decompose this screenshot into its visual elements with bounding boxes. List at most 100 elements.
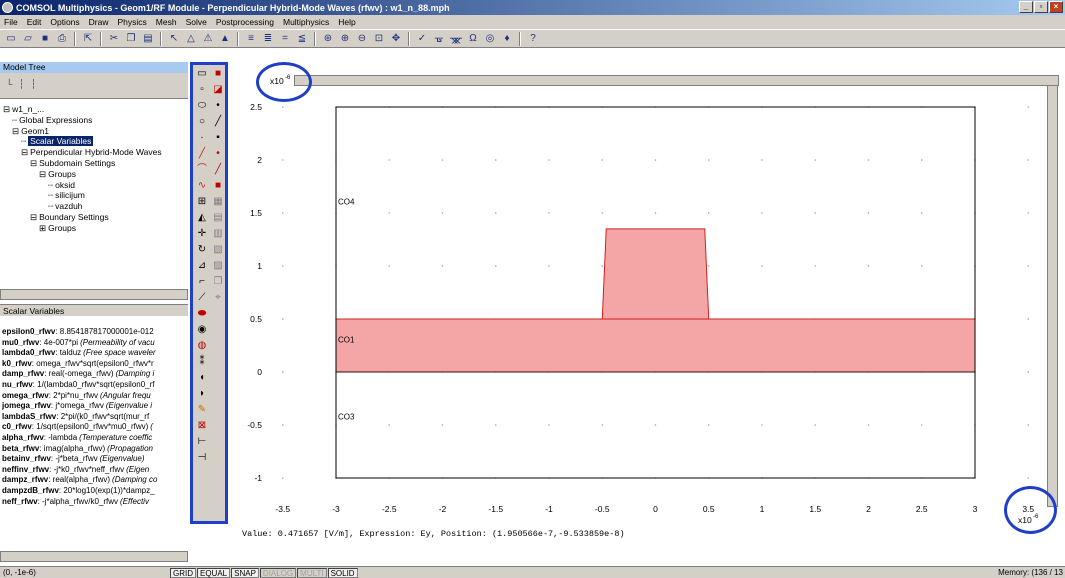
ellipse-icon[interactable]: ⬭ [197,100,207,111]
red-point-icon[interactable]: • [216,148,220,159]
layout-cols-icon[interactable]: ▥ [213,228,223,239]
maximize-button[interactable]: ▫ [1034,1,1048,13]
scalar-variable-row[interactable]: k0_rfwv: omega_rfwv*sqrt(epsilon0_rfwv*r [2,359,186,370]
equal-toggle[interactable]: EQUAL [197,567,231,578]
copy-icon[interactable]: ❐ [126,32,136,44]
tree-item[interactable]: ┈ Scalar Variables [3,136,187,147]
zoom-in-icon[interactable]: ⊕ [340,32,350,44]
intersection-icon[interactable]: ◉ [197,324,207,335]
plot-h-scrollbar[interactable] [294,75,1059,86]
plot-v-scrollbar[interactable] [1047,82,1058,507]
cut-icon[interactable]: ✂ [109,32,119,44]
menu-help[interactable]: Help [338,17,356,27]
move-icon[interactable]: ✛ [197,228,207,239]
scale-icon[interactable]: ⊿ [197,260,207,271]
menu-edit[interactable]: Edit [26,17,42,27]
paste-icon[interactable]: ▤ [143,32,153,44]
scalar-variable-row[interactable]: beta_rfwv: imag(alpha_rfwv) (Propagation [2,444,186,455]
menu-draw[interactable]: Draw [88,17,109,27]
new-file-icon[interactable]: ▭ [6,32,16,44]
model-navigator-icon[interactable]: ⇱ [83,32,93,44]
scalar-variable-row[interactable]: jomega_rfwv: j*omega_rfwv (Eigenvalue i [2,401,186,412]
circle-icon[interactable]: ○ [198,116,206,127]
difference-icon[interactable]: ◍ [197,340,207,351]
tree-item[interactable]: ⊟ Groups [3,169,187,180]
tree-expander-icon[interactable]: ┈ [12,114,18,125]
geometry-plot[interactable]: -3.5 -3 -2.5 -2 -1.5 -1 -0.5 0 0.5 1 1.5 2 2.5 3 3.5 -1… [232,62,1060,525]
tree-item[interactable]: ┈ Global Expressions [3,115,187,126]
menu-file[interactable]: File [4,17,18,27]
line-icon[interactable]: ╱ [198,148,206,159]
snap-toggle[interactable]: SNAP [231,567,259,578]
minimize-button[interactable]: _ [1019,1,1033,13]
boundary-settings-icon[interactable]: ≣ [263,32,273,44]
omega-icon[interactable]: Ω [469,32,477,44]
scalar-variable-row[interactable]: dampzdB_rfwv: 20*log10(exp(1))*dampz_ [2,486,186,497]
tree-expander-icon[interactable]: ┈ [48,190,54,201]
solver-parameters-icon[interactable]: ᚗ [435,32,443,44]
red-square-icon[interactable]: ■ [214,180,222,191]
model-tree-tools[interactable]: └ ┆ ┆ [0,73,188,99]
tangent-icon[interactable]: ⟋ [198,292,206,303]
scalar-variable-row[interactable]: nu_rfwv: 1/(lambda0_rfwv*sqrt(epsilon0_r… [2,380,186,391]
rotate-icon[interactable]: ↻ [197,244,207,255]
mesh-mode-icon[interactable]: △ [187,32,195,44]
split-icon[interactable]: ◖ [198,372,206,383]
scalar-variable-row[interactable]: neff_rfwv: -j*alpha_rfwv/k0_rfwv (Effecti… [2,497,186,508]
model-tree-h-scrollbar[interactable] [0,289,188,300]
tree-item[interactable]: ⊟ Boundary Settings [3,212,187,223]
save-icon[interactable]: ■ [41,32,49,44]
tree-expander-icon[interactable]: ⊟ [39,168,47,179]
tree-expander-icon[interactable]: ⊞ [39,222,47,233]
zoom-extents-icon[interactable]: ⊡ [374,32,384,44]
layout-stack-icon[interactable]: ▨ [213,260,223,271]
menu-options[interactable]: Options [50,17,80,27]
square-solid-icon[interactable]: ▪ [216,132,220,143]
menu-mesh[interactable]: Mesh [155,17,177,27]
close-button[interactable]: × [1049,1,1063,13]
curve-icon[interactable]: ∿ [197,180,207,191]
solver-manager-icon[interactable]: ᚘ [449,32,463,44]
union-icon[interactable]: ⬬ [197,308,207,319]
line-segment-icon[interactable]: ╱ [214,116,222,127]
copy-geom-icon[interactable]: ❐ [213,276,223,287]
layout-all-icon[interactable]: ▧ [213,244,223,255]
tree-expander-icon[interactable]: ⊟ [12,125,20,136]
tree-expander-icon[interactable]: ┈ [21,136,27,147]
tree-item[interactable]: ┈ vazduh [3,201,187,212]
tree-expander-icon[interactable]: ┈ [48,201,54,212]
red-line-icon[interactable]: ╱ [214,164,222,175]
open-file-icon[interactable]: ▱ [24,32,32,44]
tree-expander-icon[interactable]: ┈ [48,179,54,190]
scalar-variable-row[interactable]: dampz_rfwv: real(alpha_rfwv) (Damping co [2,475,186,486]
fillet-icon[interactable]: ⌐ [199,276,205,287]
dialog-toggle[interactable]: DIALOG [259,567,297,578]
tree-expander-icon[interactable]: ⊟ [21,147,29,158]
multi-toggle[interactable]: MULTI [297,567,327,578]
tree-item[interactable]: ⊟ w1_n_... [3,104,187,115]
scalar-variable-row[interactable]: epsilon0_rfwv: 8.854187817000001e-012 [2,327,186,338]
layout-grid-icon[interactable]: ▦ [213,196,223,207]
draw-filled-icon[interactable]: ■ [214,68,222,79]
mesh-refine-icon[interactable]: ⚠ [203,32,213,44]
arc-icon[interactable]: ⌒ [197,164,207,175]
scalar-variable-row[interactable]: c0_rfwv: 1/sqrt(epsilon0_rfwv*mu0_rfwv)( [2,422,186,433]
draw-outline-icon[interactable]: ◪ [213,84,223,95]
tree-expander-icon[interactable]: ⊟ [30,157,38,168]
menu-postprocessing[interactable]: Postprocessing [215,17,274,27]
solid-toggle[interactable]: SOLID [327,567,358,578]
draw-mode-icon[interactable]: ↖ [169,32,179,44]
align-left-icon[interactable]: ⊢ [197,436,207,447]
scalar-variable-row[interactable]: lambdaS_rfwv: 2*pi/(k0_rfwv*sqrt(mur_rf [2,412,186,423]
point-small-icon[interactable]: • [216,100,220,111]
zoom-window-icon[interactable]: ⊛ [323,32,333,44]
tree-item[interactable]: ⊟ Subdomain Settings [3,158,187,169]
grid-toggle[interactable]: GRID [170,567,196,578]
rectangle-icon[interactable]: ▭ [197,68,207,79]
print-icon[interactable]: ⎙ [58,32,66,44]
scalar-variable-row[interactable]: mu0_rfwv: 4e-007*pi (Permeability of vacu [2,338,186,349]
delete-interior-icon[interactable]: ✎ [197,404,207,415]
mesh-select-icon[interactable]: ▲ [220,32,230,44]
subdomain-settings-icon[interactable]: ≡ [248,32,254,44]
scalar-variable-row[interactable]: betainv_rfwv: -j*beta_rfwv (Eigenvalue) [2,454,186,465]
